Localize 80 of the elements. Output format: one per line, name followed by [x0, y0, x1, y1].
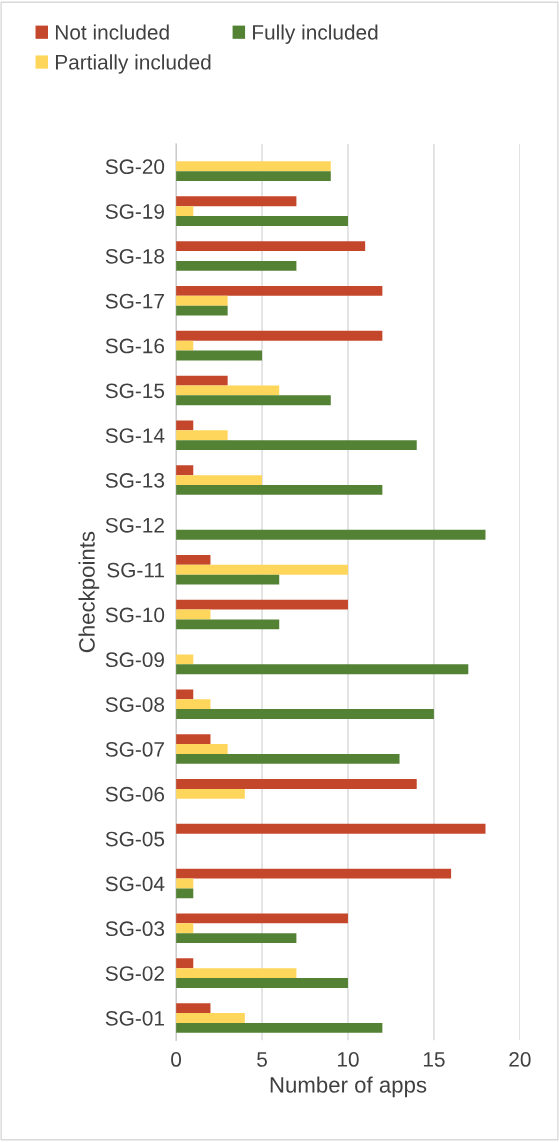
bar	[176, 654, 194, 665]
bar	[176, 440, 417, 451]
bar	[176, 465, 194, 476]
bar	[176, 529, 486, 540]
bar	[176, 161, 331, 172]
y-tick-label: SG-04	[105, 876, 165, 892]
bar	[176, 699, 211, 710]
bar	[176, 350, 263, 361]
bar	[176, 241, 366, 252]
bar	[176, 978, 348, 988]
y-tick-label: SG-06	[105, 786, 165, 802]
x-tick-label: 10	[337, 1052, 359, 1067]
bar	[176, 734, 211, 745]
bar	[176, 1003, 211, 1014]
bar	[176, 1013, 245, 1023]
bar	[176, 574, 280, 585]
bar	[176, 968, 297, 979]
y-axis-title: Checkpoints	[78, 531, 100, 653]
bar	[176, 206, 194, 217]
legend-label: Partially included	[55, 54, 211, 74]
bar	[176, 933, 297, 944]
y-tick-label: SG-19	[105, 204, 164, 219]
bar	[176, 430, 228, 441]
bar	[176, 913, 348, 924]
bar	[176, 216, 348, 226]
bar	[176, 171, 331, 182]
bar	[176, 385, 280, 396]
bar	[176, 958, 194, 969]
bar	[176, 475, 263, 485]
y-tick-label: SG-14	[105, 428, 165, 443]
y-tick-label: SG-10	[105, 607, 165, 623]
y-tick-label: SG-05	[105, 831, 165, 847]
bar	[176, 305, 228, 316]
x-tick-label: 20	[509, 1052, 531, 1067]
bar	[176, 554, 211, 565]
bar	[176, 823, 486, 834]
y-tick-label: SG-09	[105, 652, 164, 668]
x-tick-label: 15	[423, 1052, 445, 1067]
bar	[176, 779, 417, 789]
legend-label: Fully included	[253, 24, 378, 44]
bar	[176, 485, 383, 495]
bar	[176, 619, 280, 630]
y-tick-label: SG-20	[105, 159, 165, 175]
bar	[176, 744, 228, 754]
bar	[176, 285, 383, 296]
y-tick-label: SG-11	[107, 562, 164, 578]
bar	[176, 888, 194, 899]
bar	[176, 753, 400, 764]
bar	[176, 1022, 383, 1033]
bar	[176, 599, 348, 610]
y-tick-label: SG-01	[105, 1010, 164, 1026]
bar	[176, 196, 297, 207]
y-tick-label: SG-12	[105, 517, 164, 533]
bar	[176, 689, 194, 700]
bar	[176, 260, 297, 271]
bar	[176, 564, 348, 575]
y-tick-label: SG-08	[105, 697, 165, 712]
bar	[176, 395, 331, 406]
legend-label: Not included	[55, 24, 169, 40]
bar	[176, 664, 469, 675]
bar	[176, 375, 228, 386]
bar	[176, 923, 194, 934]
bar	[176, 295, 228, 306]
y-tick-label: SG-02	[105, 966, 164, 981]
y-tick-label: SG-15	[105, 383, 165, 399]
bar	[176, 788, 245, 799]
bar	[176, 330, 383, 341]
y-tick-label: SG-07	[105, 742, 164, 757]
bar	[176, 868, 452, 879]
bar	[176, 340, 194, 351]
y-tick-label: SG-03	[105, 921, 165, 937]
bar	[176, 709, 434, 719]
y-tick-label: SG-17	[105, 293, 164, 309]
x-tick-label: 0	[171, 1052, 182, 1067]
x-axis-title: Number of apps	[270, 1076, 427, 1098]
bar	[176, 420, 194, 431]
y-tick-label: SG-18	[105, 248, 165, 264]
x-tick-label: 5	[257, 1052, 267, 1067]
y-tick-label: SG-16	[105, 338, 165, 354]
y-tick-label: SG-13	[105, 473, 165, 488]
